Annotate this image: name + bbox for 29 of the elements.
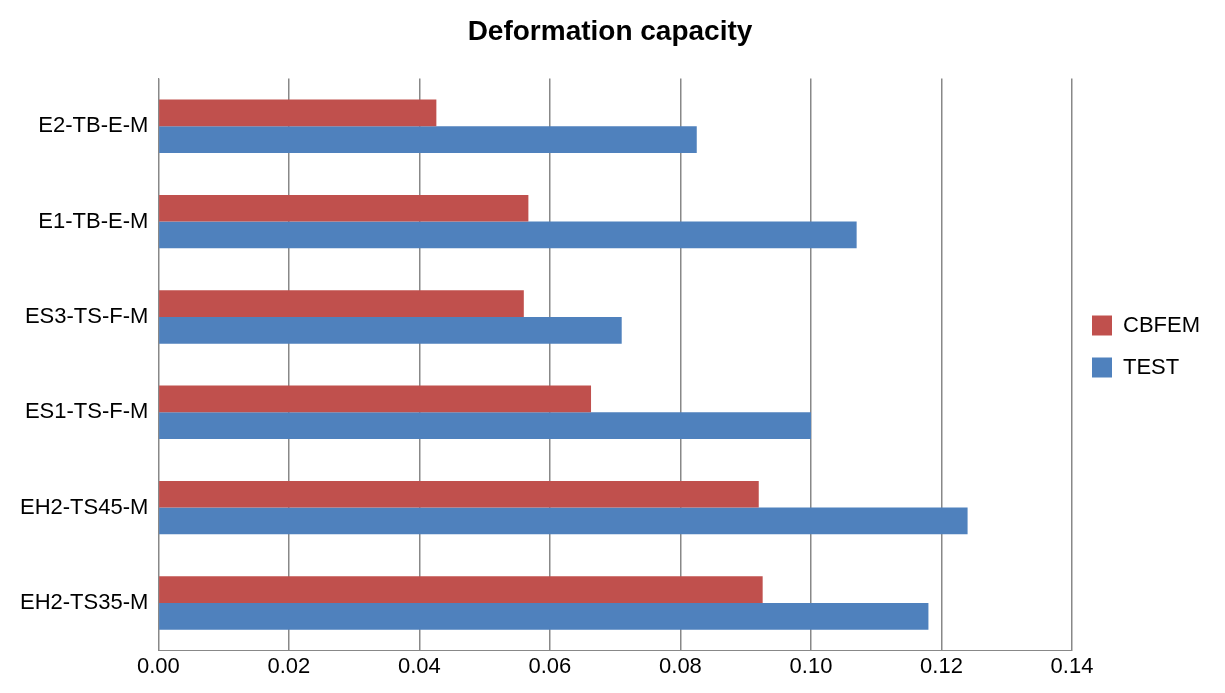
y-tick-label: E2-TB-E-M xyxy=(38,112,149,138)
y-tick-label: EH2-TS45-M xyxy=(20,493,149,519)
x-tick-label: 0.10 xyxy=(789,652,833,678)
bar xyxy=(159,316,622,344)
legend-label: TEST xyxy=(1123,353,1180,379)
x-tick-label: 0.00 xyxy=(136,652,180,678)
bar xyxy=(159,602,929,630)
bar xyxy=(159,221,857,249)
bar xyxy=(159,99,437,127)
bar xyxy=(159,385,592,413)
x-tick-label: 0.12 xyxy=(920,652,963,678)
x-tick-label: 0.08 xyxy=(659,652,702,678)
x-tick-label: 0.06 xyxy=(528,652,572,678)
chart-title: Deformation capacity xyxy=(467,14,753,46)
bar xyxy=(159,576,763,603)
y-tick-label: ES3-TS-F-M xyxy=(24,303,149,328)
y-tick-label: ES1-TS-F-M xyxy=(24,398,149,424)
y-tick-label: E1-TB-E-M xyxy=(38,207,149,233)
bar xyxy=(159,412,811,439)
bar xyxy=(159,290,524,317)
bar xyxy=(159,126,697,153)
bar xyxy=(159,194,529,222)
y-tick-label: EH2-TS35-M xyxy=(20,589,149,614)
bar xyxy=(159,480,759,508)
x-tick-label: 0.04 xyxy=(397,652,441,678)
legend-label: CBFEM xyxy=(1123,311,1200,337)
bar xyxy=(159,507,968,535)
x-tick-label: 0.14 xyxy=(1050,652,1094,678)
x-tick-label: 0.02 xyxy=(267,652,311,678)
